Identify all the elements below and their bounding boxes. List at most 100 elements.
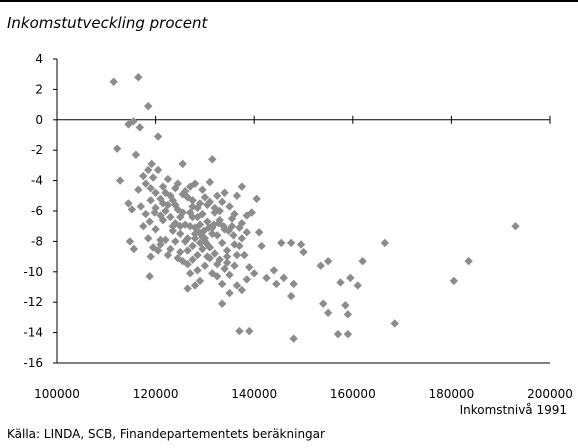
data-point [178,159,187,169]
data-point [222,258,232,267]
data-point [319,299,328,308]
axes [53,58,551,364]
data-point [240,250,249,260]
data-point [166,212,175,222]
data-point [161,206,170,216]
data-point [163,174,173,184]
data-point [190,234,200,243]
data-point [235,241,244,251]
data-point [151,188,160,197]
data-point [198,244,207,254]
data-point [134,185,143,194]
data-point [279,273,288,283]
data-point [225,202,234,211]
data-point [190,223,200,232]
data-point [194,228,204,237]
data-point [237,285,247,295]
y-tick-label: -14 [23,326,43,340]
data-point [208,155,217,164]
data-point [346,273,355,283]
data-point [156,211,165,220]
data-point [135,123,145,132]
data-point [176,212,185,222]
data-point [168,226,178,235]
data-point [198,185,207,194]
data-point [171,184,180,193]
data-point [198,232,207,242]
data-point [336,278,345,287]
y-tick-label: -12 [23,295,43,309]
data-point [163,250,173,260]
data-point [225,288,234,298]
data-point [147,159,156,169]
data-point [237,234,247,243]
y-tick-label: -10 [23,265,43,279]
data-point [136,202,146,211]
data-point [112,144,122,153]
data-point [171,237,180,246]
data-point [127,205,137,214]
data-point [230,240,239,249]
data-point [242,228,252,237]
data-point [129,244,139,254]
data-point [195,220,205,229]
data-point [176,247,185,257]
y-tick-label: 4 [35,52,43,66]
data-point [188,202,197,211]
data-point [173,253,182,263]
data-point [185,208,195,217]
data-point [115,176,125,185]
data-point [146,252,155,261]
data-point [198,209,207,219]
y-tick-label: -8 [31,234,43,248]
data-point [124,120,133,129]
data-point [144,165,153,175]
data-point [188,241,197,251]
data-point [358,256,367,266]
data-point [208,229,217,238]
data-point [109,77,118,86]
x-tick-labels: 100000 120000 140000 160000 180000 200000 [34,387,573,401]
data-point [217,279,227,289]
top-rule [0,0,578,2]
chart-source: Källa: LINDA, SCB, Finandepartementets b… [7,427,325,441]
data-point [193,212,202,222]
data-point [208,269,217,278]
data-point [200,193,210,202]
x-tick-label: 100000 [34,387,80,401]
chart-title: Inkomstutveckling procent [7,14,208,32]
data-point [171,218,180,228]
data-point [232,281,242,290]
data-point [141,209,150,219]
data-point [161,235,170,245]
data-point [151,203,160,213]
data-point [380,238,390,248]
data-point [205,243,215,252]
data-point [166,244,175,254]
data-point [232,191,242,200]
data-point [204,223,214,232]
data-point [145,272,154,281]
data-point [163,200,173,210]
data-point [158,182,168,191]
y-tick-label: -4 [31,174,43,188]
data-points [109,73,520,343]
data-point [353,281,362,290]
data-point [323,256,333,266]
data-point [220,188,229,197]
data-point [146,196,155,205]
data-point [245,326,254,336]
data-point [217,238,227,248]
data-point [195,276,205,286]
data-point [229,231,238,240]
data-point [131,150,141,159]
y-tick-label: -2 [31,143,43,157]
y-tick-label: -6 [31,204,43,218]
data-point [219,222,228,231]
data-point [168,196,178,205]
data-point [200,261,210,270]
data-point [214,218,223,228]
data-point [250,269,259,278]
data-point [195,199,205,208]
